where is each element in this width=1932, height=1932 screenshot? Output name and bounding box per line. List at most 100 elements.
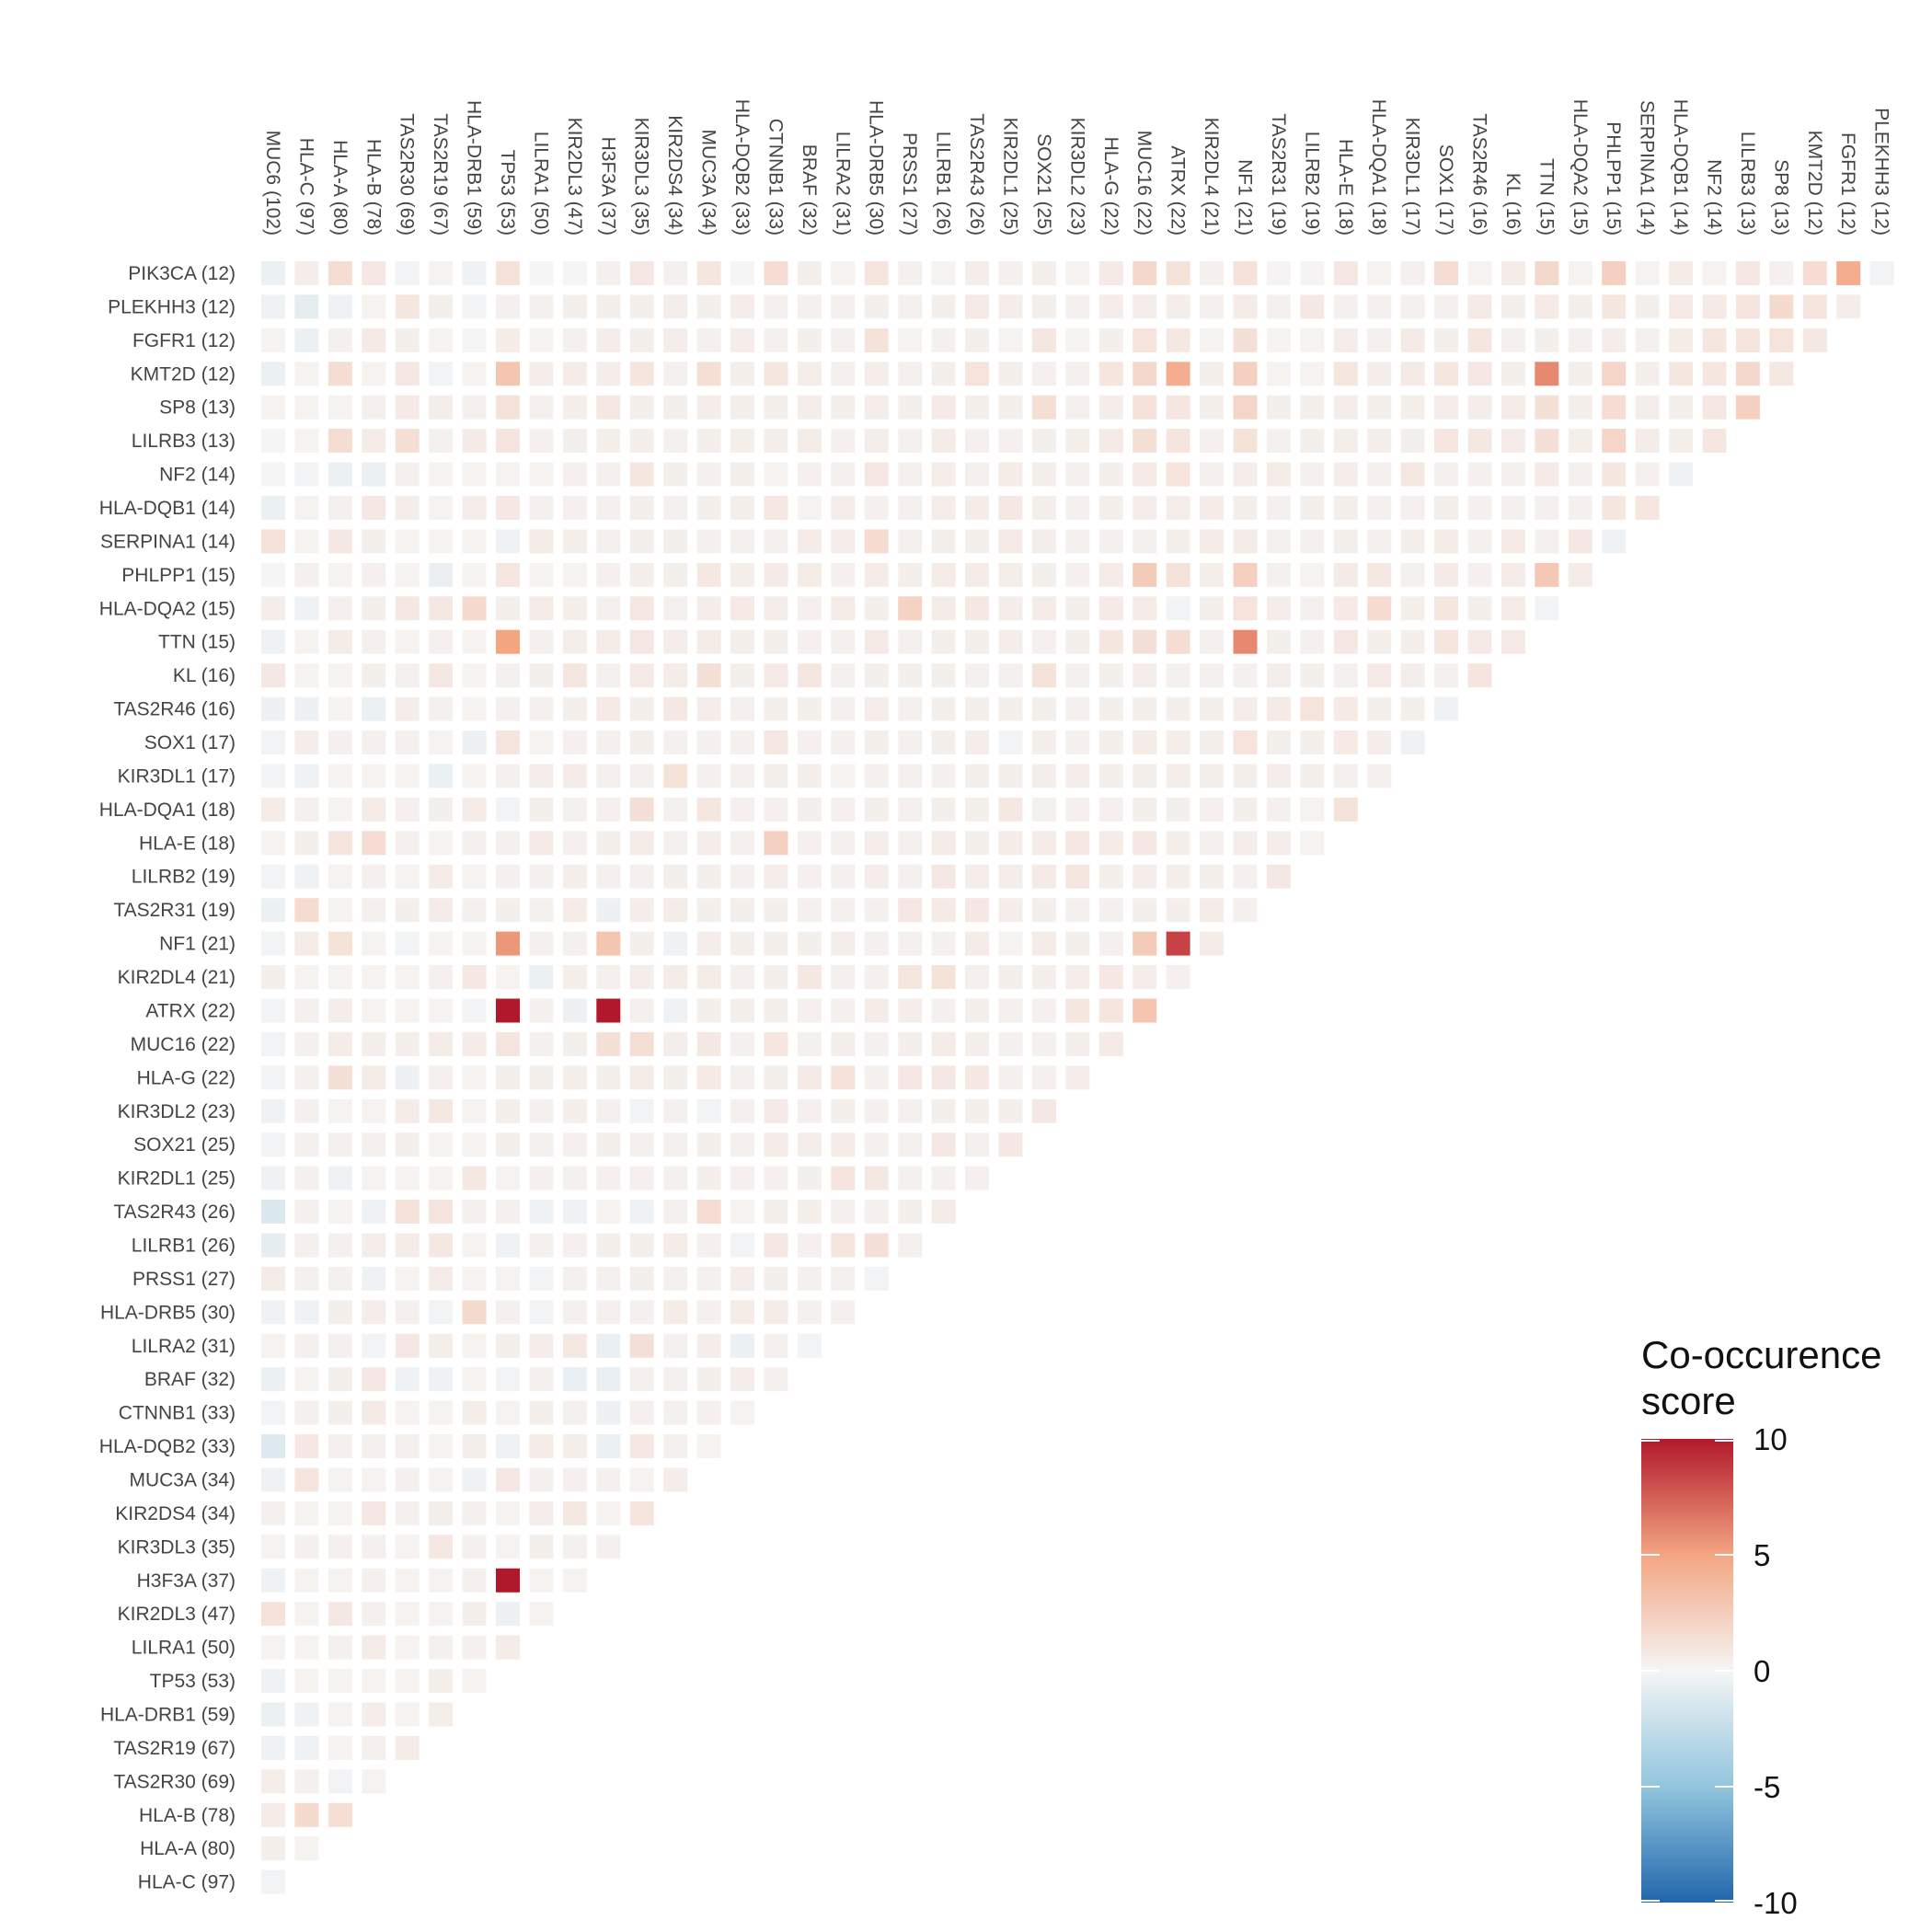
heatmap-cell — [294, 294, 319, 319]
heatmap-cell — [663, 496, 688, 520]
heatmap-cell — [362, 1166, 386, 1190]
heatmap-cell — [730, 294, 754, 319]
heatmap-cell — [1367, 328, 1392, 352]
heatmap-cell — [797, 1200, 822, 1224]
heatmap-cell — [965, 529, 989, 554]
column-label: FGFR1 (12) — [1837, 132, 1858, 236]
heatmap-cell — [1200, 462, 1224, 487]
heatmap-cell — [1535, 261, 1559, 285]
heatmap-cell — [429, 1200, 454, 1224]
heatmap-cell — [1434, 663, 1458, 688]
heatmap-cell — [797, 294, 822, 319]
heatmap-cell — [562, 596, 587, 621]
heatmap-cell — [1098, 562, 1123, 587]
heatmap-cell — [261, 1501, 285, 1525]
heatmap-cell — [1166, 730, 1190, 754]
heatmap-cell — [362, 1467, 386, 1492]
heatmap-cell — [429, 1568, 454, 1593]
heatmap-cell — [764, 529, 788, 554]
heatmap-cell — [764, 1233, 788, 1258]
heatmap-cell — [696, 596, 721, 621]
heatmap-cell — [629, 1233, 654, 1258]
heatmap-cell — [1333, 462, 1358, 487]
heatmap-cell — [529, 998, 554, 1023]
heatmap-cell — [696, 294, 721, 319]
heatmap-cell — [328, 429, 352, 454]
heatmap-cell — [1065, 294, 1090, 319]
heatmap-cell — [1098, 596, 1123, 621]
heatmap-cell — [1367, 362, 1392, 386]
heatmap-cell — [462, 1467, 487, 1492]
heatmap-cell — [261, 864, 285, 889]
heatmap-cell — [1535, 362, 1559, 386]
heatmap-cell — [1031, 562, 1056, 587]
heatmap-cell — [562, 1200, 587, 1224]
heatmap-cell — [395, 696, 420, 721]
heatmap-cell — [965, 462, 989, 487]
heatmap-cell — [294, 529, 319, 554]
heatmap-cell — [629, 362, 654, 386]
heatmap-cell — [462, 1031, 487, 1056]
heatmap-cell — [1802, 294, 1827, 319]
heatmap-cell — [1031, 965, 1056, 989]
heatmap-cell — [294, 596, 319, 621]
heatmap-cell — [496, 1333, 520, 1358]
heatmap-cell — [864, 965, 889, 989]
heatmap-cell — [764, 496, 788, 520]
heatmap-cell — [562, 730, 587, 754]
heatmap-cell — [1266, 429, 1291, 454]
heatmap-cell — [1300, 529, 1325, 554]
heatmap-cell — [261, 965, 285, 989]
heatmap-cell — [562, 629, 587, 654]
heatmap-cell — [429, 831, 454, 856]
heatmap-cell — [764, 1133, 788, 1157]
heatmap-cell — [1535, 395, 1559, 420]
heatmap-cell — [1602, 496, 1627, 520]
row-label: LILRA2 (31) — [132, 1336, 236, 1357]
heatmap-cell — [1166, 965, 1190, 989]
heatmap-cell — [931, 496, 956, 520]
heatmap-cell — [629, 629, 654, 654]
heatmap-cell — [1200, 864, 1224, 889]
heatmap-cell — [261, 1333, 285, 1358]
heatmap-cell — [1333, 797, 1358, 822]
heatmap-cell — [1200, 529, 1224, 554]
heatmap-cell — [1367, 261, 1392, 285]
heatmap-cell — [1535, 562, 1559, 587]
heatmap-cell — [562, 1133, 587, 1157]
heatmap-cell — [730, 864, 754, 889]
row-label: SERPINA1 (14) — [100, 531, 236, 552]
heatmap-cell — [1266, 529, 1291, 554]
heatmap-cell — [663, 1400, 688, 1425]
heatmap-cell — [362, 1266, 386, 1291]
heatmap-cell — [1065, 261, 1090, 285]
heatmap-cell — [261, 1535, 285, 1559]
heatmap-cell — [797, 998, 822, 1023]
heatmap-cell — [998, 764, 1023, 788]
heatmap-cell — [1333, 562, 1358, 587]
row-label: TAS2R43 (26) — [113, 1202, 236, 1223]
heatmap-cell — [1669, 261, 1694, 285]
heatmap-cell — [562, 429, 587, 454]
heatmap-cell — [1568, 328, 1593, 352]
heatmap-cell — [362, 998, 386, 1023]
heatmap-cell — [1133, 696, 1157, 721]
heatmap-cell — [429, 1535, 454, 1559]
heatmap-cell — [629, 696, 654, 721]
heatmap-cell — [1031, 294, 1056, 319]
heatmap-cell — [462, 1602, 487, 1627]
heatmap-cell — [1166, 294, 1190, 319]
heatmap-cell — [629, 328, 654, 352]
row-label: SP8 (13) — [159, 397, 236, 419]
heatmap-cell — [764, 362, 788, 386]
heatmap-cell — [730, 1333, 754, 1358]
heatmap-cell — [1031, 1065, 1056, 1090]
heatmap-cell — [1434, 562, 1458, 587]
heatmap-cell — [730, 1300, 754, 1325]
heatmap-cell — [362, 261, 386, 285]
heatmap-cell — [395, 261, 420, 285]
column-label: HLA-A (80) — [329, 140, 351, 236]
heatmap-cell — [898, 496, 923, 520]
heatmap-cell — [596, 1333, 621, 1358]
row-label: LILRB1 (26) — [132, 1236, 236, 1257]
